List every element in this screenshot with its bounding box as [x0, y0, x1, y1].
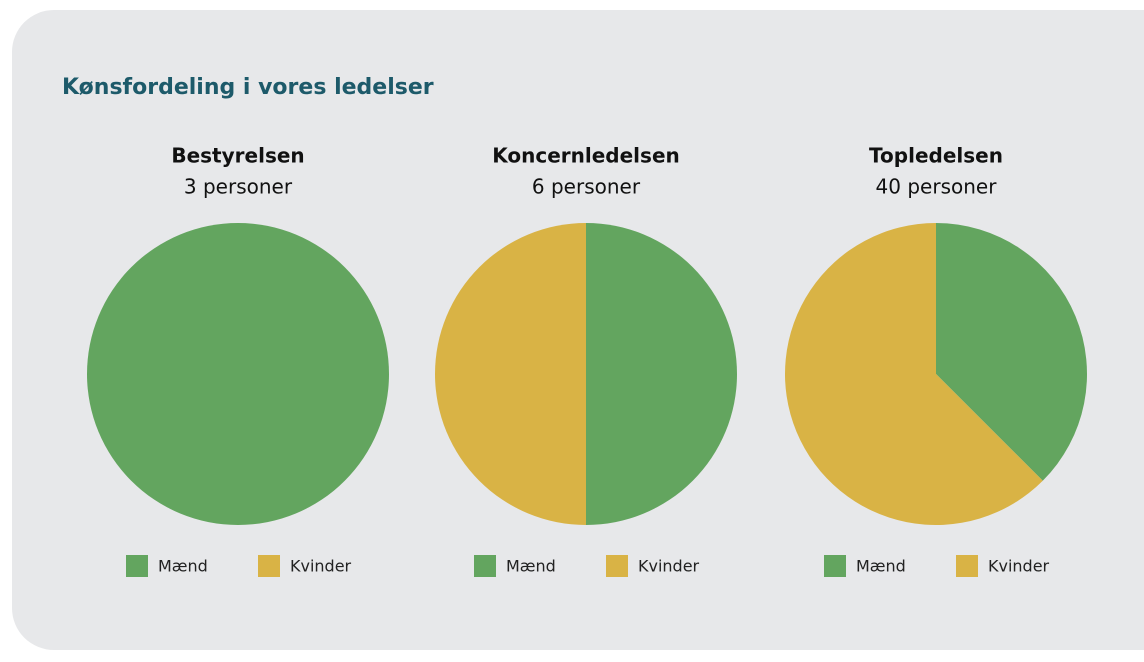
- pie-slice: [586, 223, 737, 525]
- legend-swatch: [606, 555, 628, 577]
- legend-swatch: [126, 555, 148, 577]
- pie-slice: [435, 223, 586, 525]
- legend-label: Kvinder: [638, 557, 700, 576]
- pie-title: Topledelsen: [869, 144, 1003, 168]
- legend-label: Kvinder: [988, 557, 1050, 576]
- legend-swatch: [824, 555, 846, 577]
- pie-title: Koncernledelsen: [492, 144, 680, 168]
- pie-subtitle: 3 personer: [184, 175, 293, 199]
- pie-subtitle: 6 personer: [532, 175, 641, 199]
- pie-subtitle: 40 personer: [876, 175, 998, 199]
- legend-label: Mænd: [856, 557, 906, 576]
- pie-slice: [87, 223, 389, 525]
- legend-label: Kvinder: [290, 557, 352, 576]
- pie-slice: [784, 223, 1043, 525]
- pie-title: Bestyrelsen: [171, 144, 304, 168]
- page-title: Kønsfordeling i vores ledelser: [62, 75, 434, 100]
- legend-swatch: [474, 555, 496, 577]
- pie-slice: [936, 223, 1087, 481]
- legend-swatch: [258, 555, 280, 577]
- legend-swatch: [956, 555, 978, 577]
- legend-label: Mænd: [158, 557, 208, 576]
- legend-label: Mænd: [506, 557, 556, 576]
